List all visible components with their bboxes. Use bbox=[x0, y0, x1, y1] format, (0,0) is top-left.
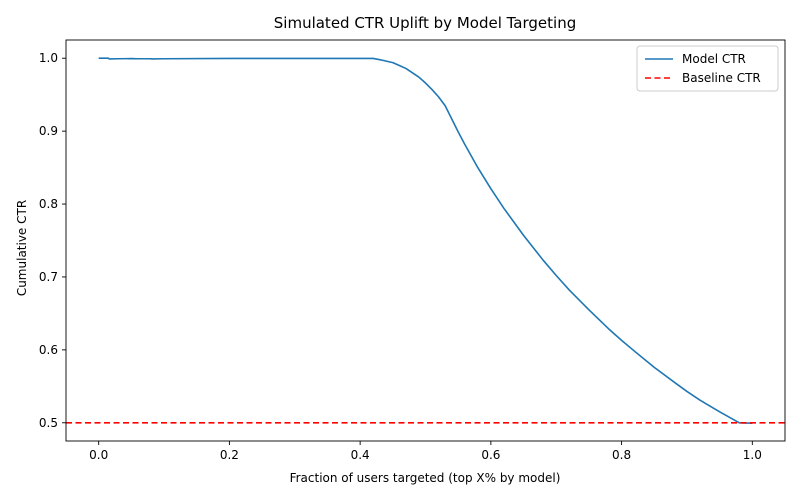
y-axis-label: Cumulative CTR bbox=[15, 200, 29, 296]
x-tick-label: 0.0 bbox=[89, 448, 108, 462]
legend-entry-label: Model CTR bbox=[682, 52, 746, 66]
x-tick-label: 0.6 bbox=[481, 448, 500, 462]
x-tick-label: 1.0 bbox=[743, 448, 762, 462]
y-tick-label: 0.7 bbox=[39, 270, 58, 284]
y-tick-label: 0.5 bbox=[39, 416, 58, 430]
plot-area bbox=[65, 39, 786, 442]
plot-frame bbox=[65, 39, 786, 442]
y-tick-label: 1.0 bbox=[39, 51, 58, 65]
x-axis-label: Fraction of users targeted (top X% by mo… bbox=[290, 471, 561, 485]
chart-title: Simulated CTR Uplift by Model Targeting bbox=[274, 14, 576, 32]
x-tick-label: 0.8 bbox=[612, 448, 631, 462]
legend-entry-label: Baseline CTR bbox=[682, 71, 761, 85]
legend: Model CTR Baseline CTR bbox=[636, 45, 779, 92]
model-ctr-line bbox=[98, 57, 753, 424]
y-axis: 0.5 0.6 0.7 0.8 0.9 1.0 bbox=[39, 51, 66, 430]
x-tick-label: 0.2 bbox=[220, 448, 239, 462]
legend-box bbox=[636, 45, 779, 92]
x-tick-label: 0.4 bbox=[351, 448, 370, 462]
y-tick-label: 0.9 bbox=[39, 124, 58, 138]
x-axis: 0.0 0.2 0.4 0.6 0.8 1.0 bbox=[89, 441, 762, 462]
y-tick-label: 0.6 bbox=[39, 343, 58, 357]
y-tick-label: 0.8 bbox=[39, 197, 58, 211]
